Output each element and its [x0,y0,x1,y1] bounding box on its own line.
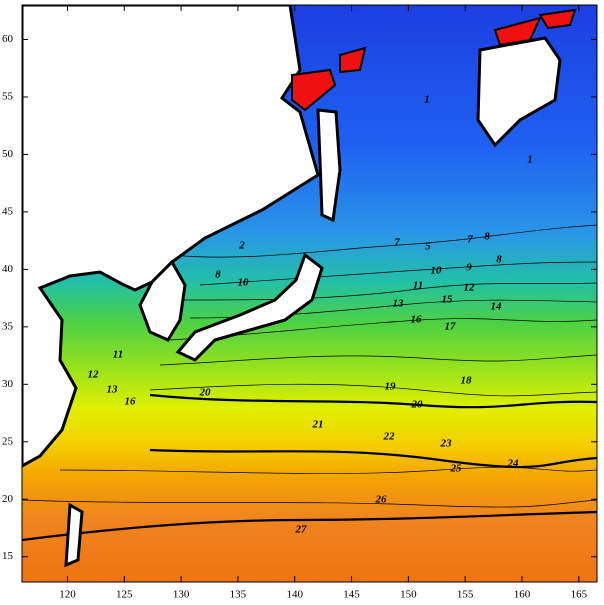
y-tick-label: 15 [2,550,14,562]
contour-label: 11 [413,280,423,292]
contour-label: 13 [107,384,119,396]
contour-label: 9 [466,262,472,274]
y-tick-label: 30 [2,378,14,390]
y-tick-label: 40 [2,263,14,275]
contour-label: 10 [238,277,250,289]
contour-label: 8 [215,269,221,281]
contour-label: 19 [385,381,397,393]
contour-label: 23 [440,438,453,450]
contour-label: 1 [424,94,430,106]
contour-label: 22 [383,431,396,443]
y-tick-label: 20 [2,493,14,505]
contour-label: 16 [125,396,137,408]
y-tick-label: 55 [2,90,14,102]
x-tick-label: 140 [286,589,303,601]
land [22,5,562,568]
contour-label: 10 [431,265,443,277]
x-tick-label: 130 [173,589,190,601]
taiwan [64,502,84,568]
contour-label: 15 [442,294,454,306]
contour-label: 7 [467,234,473,246]
contour-label: 5 [425,241,431,253]
contour-label: 8 [496,254,502,266]
y-tick-label: 25 [2,435,14,447]
x-tick-label: 145 [343,589,360,601]
japan [175,252,324,362]
bold-contours [22,393,597,542]
contour-label: 2 [238,240,245,252]
axes: 120 125 130 135 140 145 150 155 160 1651520253035… [2,5,597,601]
x-tick-label: 155 [457,589,474,601]
contour-label: 18 [461,375,473,387]
y-tick-label: 60 [2,33,14,45]
contour-label: 11 [113,349,123,361]
x-tick-label: 160 [514,589,531,601]
contour-label: 7 [394,237,400,249]
ice-patches [291,8,577,112]
x-tick-label: 135 [230,589,247,601]
y-tick-label: 50 [2,148,14,160]
map-field [22,5,597,582]
x-tick-label: 150 [400,589,417,601]
contour-label: 12 [464,282,476,294]
contour-label: 21 [312,419,324,431]
contour-label: 1 [527,154,533,166]
sakhalin [316,108,342,223]
contour-label: 24 [507,458,520,470]
contour-label: 25 [450,463,463,475]
kamchatka [476,36,562,148]
contour-label: 20 [199,387,212,399]
x-tick-label: 125 [116,589,133,601]
contour-label: 14 [491,301,503,313]
contour-label: 27 [295,524,308,536]
y-tick-label: 35 [2,320,14,332]
contour-label: 13 [393,298,405,310]
korea [138,259,187,342]
contour-label: 20 [411,399,424,411]
plot-frame [21,4,598,583]
contour-label: 26 [375,494,388,506]
y-tick-label: 45 [2,205,14,217]
mainland [22,5,320,468]
contour-label: 8 [484,231,490,243]
contour-label: 16 [411,314,423,326]
contour-label: 17 [445,321,457,333]
x-tick-label: 120 [59,589,76,601]
x-tick-label: 165 [571,589,588,601]
contour-label: 12 [88,369,100,381]
